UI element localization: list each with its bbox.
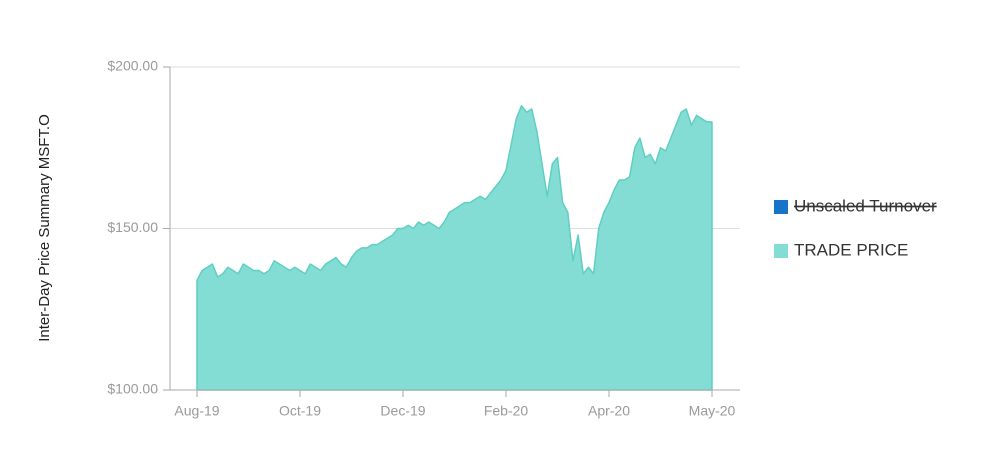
x-tick-label: Aug-19 xyxy=(174,403,219,419)
legend-label[interactable]: TRADE PRICE xyxy=(794,240,908,259)
x-tick-label: Apr-20 xyxy=(588,403,630,419)
y-tick-label: $100.00 xyxy=(107,381,158,397)
legend-swatch xyxy=(774,244,788,258)
y-tick-label: $200.00 xyxy=(107,58,158,74)
y-axis-title: Inter-Day Price Summary MSFT.O xyxy=(36,114,53,342)
y-tick-label: $150.00 xyxy=(107,219,158,235)
x-tick-label: Oct-19 xyxy=(279,403,321,419)
x-tick-label: Dec-19 xyxy=(380,403,425,419)
x-tick-label: May-20 xyxy=(689,403,736,419)
legend-swatch xyxy=(774,200,788,214)
area xyxy=(196,105,713,391)
x-tick-label: Feb-20 xyxy=(484,403,529,419)
legend-label[interactable]: Unscaled Turnover xyxy=(794,196,937,215)
